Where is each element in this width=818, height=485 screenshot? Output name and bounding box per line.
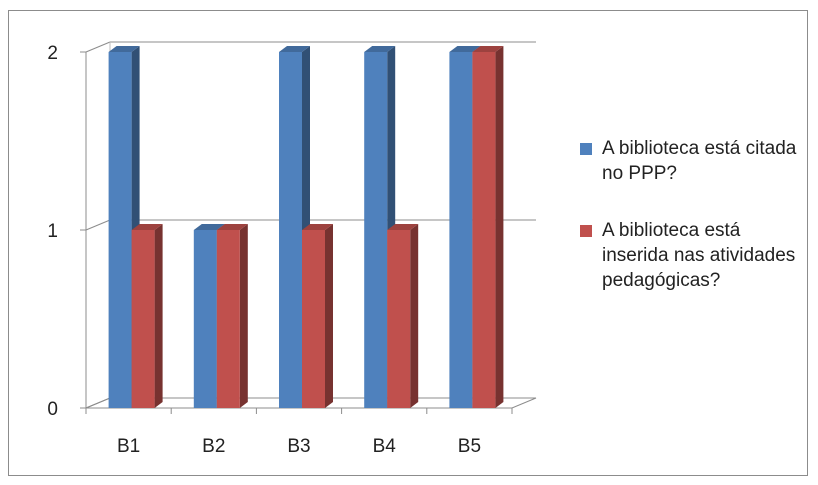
bar-top	[279, 46, 310, 52]
bar-front	[279, 52, 302, 408]
bar-side	[154, 224, 163, 408]
legend-label-series-1: A biblioteca está citada no PPP?	[602, 138, 797, 184]
y-tick-label: 0	[47, 399, 58, 420]
bar-B3-series-2	[302, 224, 333, 408]
bar-side	[325, 224, 333, 408]
legend-item-series-1: A biblioteca está citada no PPP?	[580, 136, 805, 186]
bar-front	[302, 230, 325, 408]
y-tick-label: 2	[47, 43, 58, 64]
legend-swatch-series-2	[580, 225, 592, 237]
bar-B5-series-2	[472, 46, 504, 408]
bar-front	[387, 230, 411, 408]
bar-top	[472, 46, 504, 52]
bar-B1-series-2	[131, 224, 163, 408]
bar-front	[472, 52, 496, 408]
bar-top	[131, 224, 163, 230]
bar-front	[364, 52, 388, 408]
x-tick-label: B4	[373, 436, 397, 457]
gridline-depth	[85, 41, 111, 53]
legend: A biblioteca está citada no PPP? A bibli…	[580, 136, 805, 325]
bar-top	[387, 224, 419, 230]
x-tick-label: B1	[117, 436, 140, 457]
bar-side	[239, 224, 248, 408]
bar-front	[193, 230, 217, 408]
bar-front	[131, 230, 155, 408]
bar-front	[449, 52, 473, 408]
bar-front	[108, 52, 132, 408]
bar-top	[193, 224, 225, 230]
x-tick-label: B5	[458, 436, 481, 457]
bar-top	[449, 46, 481, 52]
bar-top	[216, 224, 248, 230]
x-tick-label: B2	[202, 436, 225, 457]
legend-item-series-2: A biblioteca está inserida nas atividade…	[580, 218, 805, 293]
bar-side	[495, 46, 504, 408]
bar-top	[302, 224, 333, 230]
bar-top	[108, 46, 140, 52]
bars-layer	[108, 46, 504, 408]
x-tick-label: B3	[287, 436, 310, 457]
y-tick-label: 1	[47, 221, 58, 242]
gridline-depth	[85, 219, 111, 231]
legend-swatch-series-1	[580, 143, 592, 155]
bar-B2-series-2	[216, 224, 248, 408]
bar-top	[364, 46, 396, 52]
legend-label-series-2: A biblioteca está inserida nas atividade…	[602, 220, 796, 291]
bar-front	[216, 230, 240, 408]
axis-layer: 0 1 2 B1 B2 B3 B4 B5	[47, 43, 513, 457]
bar-side	[410, 224, 419, 408]
bar-B4-series-2	[387, 224, 419, 408]
